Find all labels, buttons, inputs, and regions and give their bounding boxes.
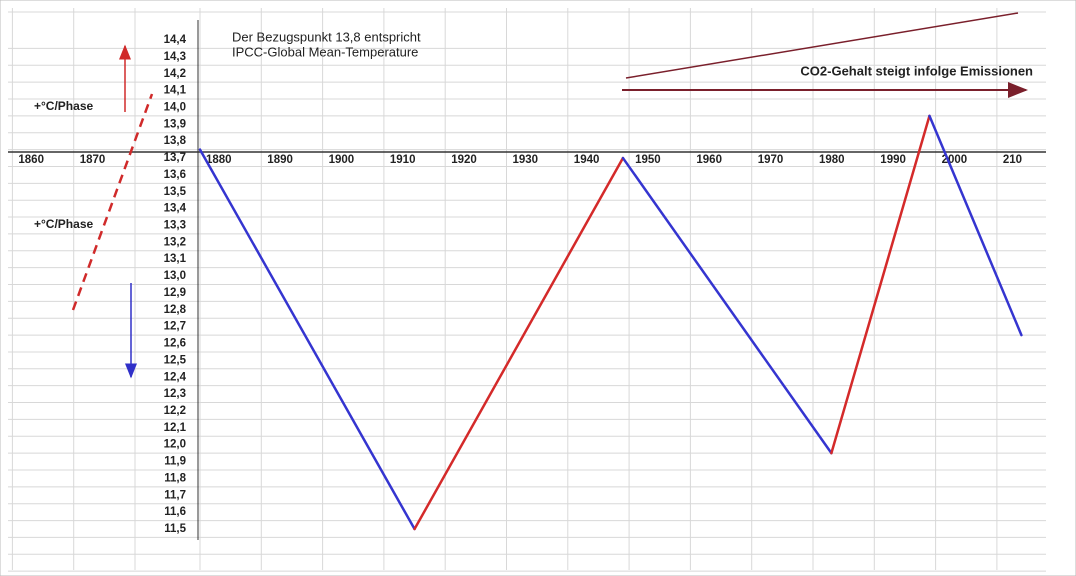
y-tick-label: 13,3	[164, 220, 186, 232]
y-tick-label: 12,5	[164, 354, 187, 366]
x-tick-label: 1910	[390, 154, 416, 166]
x-tick-label: 1870	[80, 154, 106, 166]
x-tick-label: 1890	[267, 154, 293, 166]
x-tick-label: 210	[1003, 154, 1022, 166]
x-tick-label: 1970	[758, 154, 784, 166]
y-tick-label: 12,7	[164, 321, 186, 333]
line-segment	[413, 156, 625, 531]
trend-line	[625, 12, 1019, 79]
y-tick-label: 12,3	[164, 388, 186, 400]
y-tick-label: 13,2	[164, 236, 186, 248]
line-segment	[621, 156, 833, 455]
y-tick-label: 13,0	[164, 270, 186, 282]
x-tick-label: 1990	[880, 154, 906, 166]
y-tick-label: 14,2	[164, 68, 186, 80]
y-tick-label: 12,8	[164, 304, 187, 316]
y-tick-label: 13,4	[164, 203, 187, 215]
y-tick-label: 13,9	[164, 118, 186, 130]
y-tick-label: 11,8	[164, 472, 186, 484]
y-tick-label: 11,6	[164, 506, 186, 518]
x-tick-label: 1930	[513, 154, 539, 166]
x-tick-label: 1860	[18, 154, 44, 166]
y-tick-label: 11,9	[164, 456, 186, 468]
dashed-line	[71, 93, 154, 311]
y-tick-label: 13,7	[164, 152, 186, 164]
y-tick-label: 12,2	[164, 405, 186, 417]
y-tick-label: 14,4	[164, 34, 187, 46]
y-tick-label: 14,1	[164, 85, 187, 97]
annotation: Der Bezugspunkt 13,8 entspricht	[232, 29, 421, 44]
y-tick-label: 13,1	[164, 253, 187, 265]
x-tick-label: 1980	[819, 154, 845, 166]
x-tick-label: 1880	[206, 154, 232, 166]
y-tick-label: 14,3	[164, 51, 186, 63]
x-tick-label: 1960	[696, 154, 722, 166]
annotation: IPCC-Global Mean-Temperature	[232, 44, 418, 59]
annotation: +°C/Phase	[34, 99, 93, 113]
annotation: CO2-Gehalt steigt infolge Emissionen	[800, 63, 1033, 78]
y-tick-label: 12,4	[164, 371, 187, 383]
y-tick-label: 13,8	[164, 135, 187, 147]
x-tick-label: 1950	[635, 154, 661, 166]
x-tick-label: 1900	[329, 154, 355, 166]
y-tick-label: 12,6	[164, 338, 186, 350]
y-tick-label: 12,9	[164, 287, 186, 299]
y-tick-label: 13,5	[164, 186, 187, 198]
y-tick-label: 13,6	[164, 169, 186, 181]
y-tick-label: 12,0	[164, 439, 186, 451]
y-tick-label: 12,1	[164, 422, 187, 434]
y-tick-label: 11,5	[164, 523, 186, 535]
x-tick-label: 1940	[574, 154, 600, 166]
annotation: +°C/Phase	[34, 217, 93, 231]
line-segment	[198, 148, 416, 531]
x-tick-label: 1920	[451, 154, 477, 166]
line-segment	[830, 114, 931, 455]
line-segment	[928, 114, 1023, 337]
y-tick-label: 11,7	[164, 489, 186, 501]
y-tick-label: 14,0	[164, 101, 186, 113]
